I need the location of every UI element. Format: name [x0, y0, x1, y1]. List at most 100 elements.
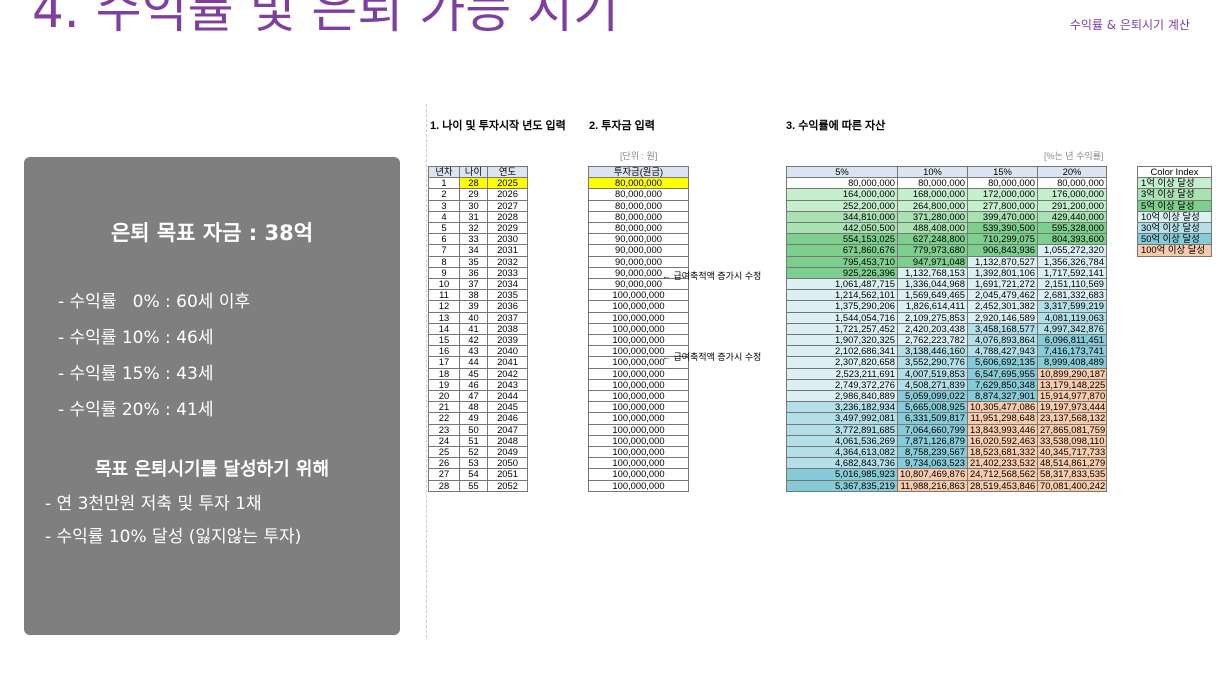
table-row: 28 55 2052 [428, 479, 528, 492]
table-cell: 7,871,126,879 [897, 434, 968, 448]
table-cell: 5,059,099,022 [897, 390, 968, 403]
rate-header: 10% [897, 165, 968, 179]
table-cell: 442,050,500 [786, 222, 898, 235]
table-cell: 28 [459, 177, 488, 190]
table-cell: 44 [459, 356, 488, 369]
table-cell: 58,317,833,535 [1037, 468, 1107, 481]
color-index-item: 3억 이상 달성 [1137, 188, 1212, 201]
table-cell: 3,138,446,160 [897, 345, 968, 358]
table-row: 100,000,000 [588, 322, 689, 336]
table-cell: 26 [428, 457, 460, 470]
table-cell: 3,236,182,934 [786, 401, 898, 414]
table-cell: 100,000,000 [588, 434, 689, 448]
rate-header: 5% [786, 165, 898, 179]
table-row: 554,153,025 627,248,800 710,299,075 804,393… [786, 233, 1107, 246]
table-row: 50억 이상 달성 [1137, 233, 1212, 246]
table-cell: 6,547,695,955 [967, 367, 1038, 380]
table-cell: 16 [428, 345, 460, 358]
table-cell: 2033 [487, 266, 528, 280]
table-cell: 33,538,098,110 [1037, 434, 1107, 448]
table-cell: 18,523,681,332 [967, 446, 1038, 459]
table-cell: 13 [428, 311, 460, 324]
table-cell: 10 [428, 278, 460, 291]
table-row: 100,000,000 [588, 434, 689, 448]
table-cell: 2047 [487, 423, 528, 436]
table-cell: 4,076,893,864 [967, 334, 1038, 347]
table-cell: 906,843,936 [967, 244, 1038, 257]
table-cell: 671,860,676 [786, 244, 898, 257]
table-cell: 7,416,173,741 [1037, 345, 1107, 358]
table-cell: 36 [459, 266, 488, 280]
table-cell: 2034 [487, 278, 528, 291]
table-cell: 554,153,025 [786, 233, 898, 246]
table-cell: 55 [459, 479, 488, 492]
table-cell: 2048 [487, 434, 528, 448]
table-cell: 2044 [487, 390, 528, 403]
table-cell: 2029 [487, 222, 528, 235]
header-note: 수익률 & 은퇴시기 계산 [1069, 18, 1190, 32]
table-row: 9 36 2033 [428, 266, 528, 280]
table-row: 27 54 2051 [428, 468, 528, 481]
table-cell: 50 [459, 423, 488, 436]
table-cell: 46 [459, 378, 488, 392]
table-cell: 100,000,000 [588, 412, 689, 425]
table-cell: 2040 [487, 345, 528, 358]
table-cell: 4,364,613,082 [786, 446, 898, 459]
table-cell: 2,109,275,853 [897, 311, 968, 324]
table-row: 100,000,000 [588, 334, 689, 347]
table-row: 13 40 2037 [428, 311, 528, 324]
table-cell: 3,458,168,577 [967, 322, 1038, 336]
table-cell: 2036 [487, 300, 528, 313]
table-cell: 100,000,000 [588, 423, 689, 436]
table-cell: 172,000,000 [967, 188, 1038, 201]
color-index-item: 50억 이상 달성 [1137, 233, 1212, 246]
table-row: 1억 이상 달성 [1137, 177, 1212, 190]
asset-table: 5% 10% 15% 20% 80,000,000 80,000,000 80,00… [786, 165, 1107, 492]
table-cell: 100,000,000 [588, 468, 689, 481]
sheet-border [426, 104, 428, 638]
table-cell: 2,102,686,341 [786, 345, 898, 358]
table-cell: 2032 [487, 255, 528, 268]
table-row: 11 38 2035 [428, 289, 528, 302]
table-cell: 2,452,301,382 [967, 300, 1038, 313]
table-cell: 19 [428, 378, 460, 392]
table-row: 3,772,891,685 7,064,660,799 13,843,993,446… [786, 423, 1107, 436]
table-row: 8 35 2032 [428, 255, 528, 268]
table-row: 22 49 2046 [428, 412, 528, 425]
table-cell: 100,000,000 [588, 311, 689, 324]
table-cell: 11 [428, 289, 460, 302]
table-cell: 8,874,327,901 [967, 390, 1038, 403]
table-row: 2,986,840,889 5,059,099,022 8,874,327,901 1… [786, 390, 1107, 403]
table-cell: 804,393,600 [1037, 233, 1107, 246]
table-cell: 344,810,000 [786, 210, 898, 224]
table-cell: 13,843,993,446 [967, 423, 1038, 436]
table-cell: 2,681,332,683 [1037, 289, 1107, 302]
table-cell: 28 [428, 479, 460, 492]
table-cell: 371,280,000 [897, 210, 968, 224]
table-cell: 18 [428, 367, 460, 380]
table-cell: 264,800,000 [897, 199, 968, 212]
table-cell: 38 [459, 289, 488, 302]
table-cell: 80,000,000 [588, 188, 689, 201]
table-row: 164,000,000 168,000,000 172,000,000 176,000… [786, 188, 1107, 201]
table-row: 14 41 2038 [428, 322, 528, 336]
table-cell: 2038 [487, 322, 528, 336]
table-cell: 1,544,054,716 [786, 311, 898, 324]
table-cell: 7 [428, 244, 460, 257]
table-cell: 42 [459, 334, 488, 347]
table-cell: 1,061,487,715 [786, 278, 898, 291]
table-cell: 1,826,614,411 [897, 300, 968, 313]
table-cell: 6,331,509,817 [897, 412, 968, 425]
table-row: 17 44 2041 [428, 356, 528, 369]
table-cell: 1,055,272,320 [1037, 244, 1107, 257]
table-cell: 2027 [487, 199, 528, 212]
action-line: - 연 3천만원 저축 및 투자 1채 [45, 494, 262, 514]
table-row: 90,000,000 [588, 266, 689, 280]
table-cell: 7,064,660,799 [897, 423, 968, 436]
table-cell: 5,665,008,925 [897, 401, 968, 414]
table-cell: 80,000,000 [967, 177, 1038, 190]
spreadsheet-image: 1. 나이 및 투자시작 년도 입력 2. 투자금 입력 3. 수익률에 따른 … [426, 104, 1216, 638]
rate-line: - 수익률 10% : 46세 [58, 328, 214, 348]
table-row: 90,000,000 [588, 278, 689, 291]
table-row: 5 32 2029 [428, 222, 528, 235]
